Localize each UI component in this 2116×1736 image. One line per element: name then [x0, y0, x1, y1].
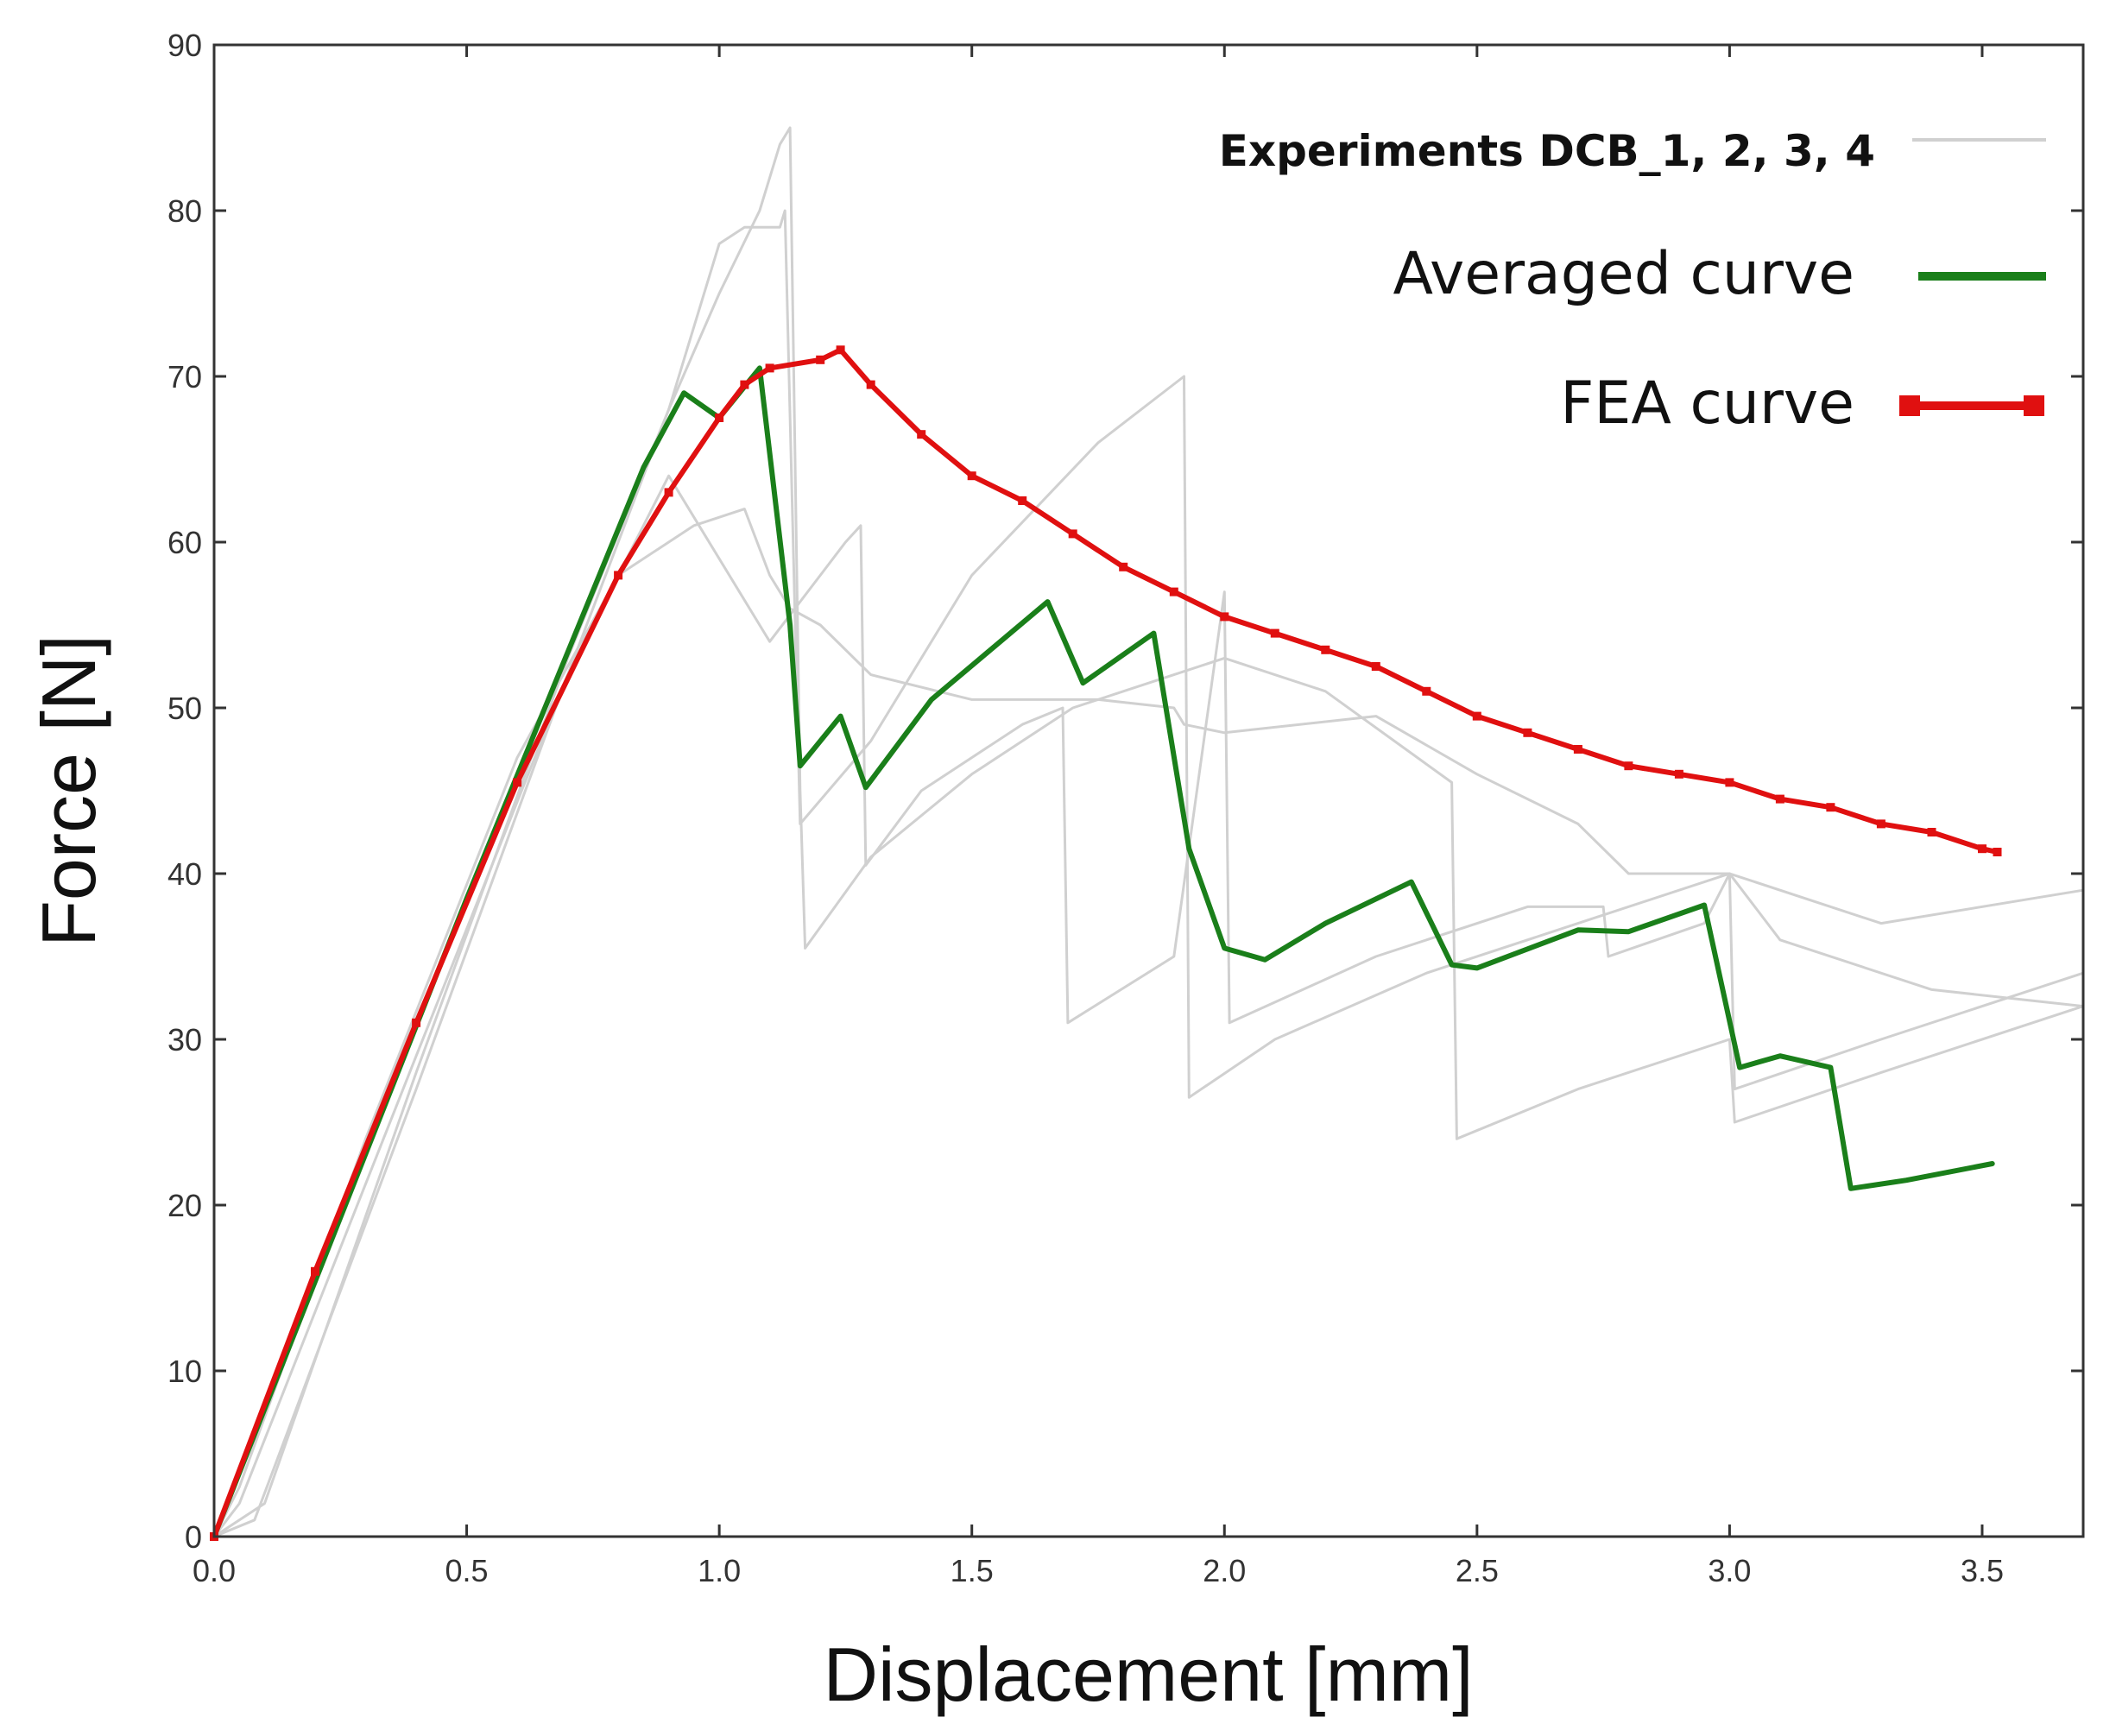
- x-tick-label: 3.5: [1961, 1553, 2004, 1588]
- fea-point: [1573, 745, 1582, 754]
- y-tick-label: 20: [167, 1188, 202, 1223]
- y-tick-label: 30: [167, 1022, 202, 1057]
- series-layer: [210, 126, 2085, 1541]
- fea-point: [1321, 645, 1330, 654]
- x-tick-label: 1.0: [698, 1553, 741, 1588]
- fea-point: [715, 413, 724, 422]
- y-axis-title: Force [N]: [26, 634, 111, 947]
- y-tick-label: 90: [167, 28, 202, 63]
- legend-label-averaged: Averaged curve: [1393, 240, 1854, 308]
- x-tick-label: 1.5: [951, 1553, 994, 1588]
- fea-point: [836, 345, 845, 355]
- y-tick-label: 70: [167, 359, 202, 395]
- fea-point: [1927, 828, 1936, 836]
- y-tick-label: 0: [185, 1519, 202, 1555]
- fea-point: [917, 430, 926, 439]
- ticks-layer: 0.0 0.5 1.0 1.5 2.0 2.5 3.0 3.5 0 10 20 30 40 50 60 70 8…: [167, 28, 2083, 1588]
- fea-point: [1220, 612, 1229, 622]
- fea-point: [1725, 778, 1734, 787]
- fea-point: [1978, 844, 1987, 854]
- fea-point: [1523, 728, 1532, 737]
- fea-point: [1775, 794, 1784, 804]
- fea-point: [1169, 587, 1178, 597]
- x-tick-label: 0.5: [445, 1553, 489, 1588]
- fea-point: [1270, 628, 1279, 638]
- fea-point: [1624, 761, 1633, 771]
- fea-point: [1993, 848, 2002, 856]
- x-tick-label: 3.0: [1708, 1553, 1751, 1588]
- y-tick-label: 10: [167, 1354, 202, 1389]
- series-line-dcb-3: [212, 508, 2085, 1538]
- fea-point: [1018, 496, 1027, 505]
- fea-point: [1422, 686, 1431, 696]
- x-tick-label: 2.5: [1456, 1553, 1499, 1588]
- fea-point: [664, 488, 673, 497]
- fea-point: [412, 1018, 421, 1027]
- fea-point: [311, 1266, 319, 1276]
- legend-label-fea: FEA curve: [1560, 369, 1854, 438]
- fea-point: [1674, 769, 1683, 779]
- x-axis-title: Displacement [mm]: [823, 1632, 1473, 1717]
- fea-point: [816, 355, 825, 364]
- fea-point: [1119, 562, 1128, 571]
- fea-point: [740, 380, 749, 389]
- fea-point: [1826, 803, 1835, 812]
- fea-point: [866, 380, 875, 389]
- y-tick-label: 60: [167, 525, 202, 560]
- y-tick-label: 40: [167, 856, 202, 892]
- fea-point: [1472, 711, 1481, 721]
- fea-point: [765, 363, 774, 373]
- legend-label-experiments: Experiments DCB_1, 2, 3, 4: [1219, 126, 1875, 176]
- x-tick-label: 2.0: [1203, 1553, 1246, 1588]
- fea-point: [967, 471, 976, 481]
- fea-point: [1371, 662, 1380, 671]
- fea-point: [513, 778, 522, 787]
- legend: Experiments DCB_1, 2, 3, 4 Averaged curv…: [1219, 126, 2046, 438]
- plot-frame: [212, 43, 2085, 1538]
- series-line-dcb-4: [212, 474, 2085, 1538]
- y-tick-label: 80: [167, 193, 202, 229]
- x-tick-label: 0.0: [193, 1553, 236, 1588]
- fea-point: [614, 571, 623, 580]
- y-tick-label: 50: [167, 691, 202, 726]
- fea-point: [1876, 819, 1885, 829]
- legend-swatch-fea-marker-right: [2024, 395, 2044, 416]
- fea-point: [1068, 529, 1077, 539]
- legend-swatch-fea-marker-left: [1899, 395, 1920, 416]
